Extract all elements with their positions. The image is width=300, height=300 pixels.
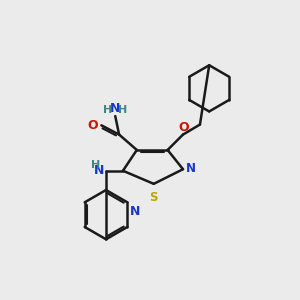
Text: N: N (94, 164, 104, 177)
Text: O: O (88, 119, 98, 132)
Text: N: N (186, 162, 196, 175)
Text: H: H (103, 105, 112, 115)
Text: N: N (110, 102, 120, 115)
Text: H: H (91, 160, 100, 170)
Text: N: N (130, 205, 140, 218)
Text: S: S (149, 191, 158, 204)
Text: H: H (118, 105, 128, 115)
Text: O: O (178, 121, 189, 134)
